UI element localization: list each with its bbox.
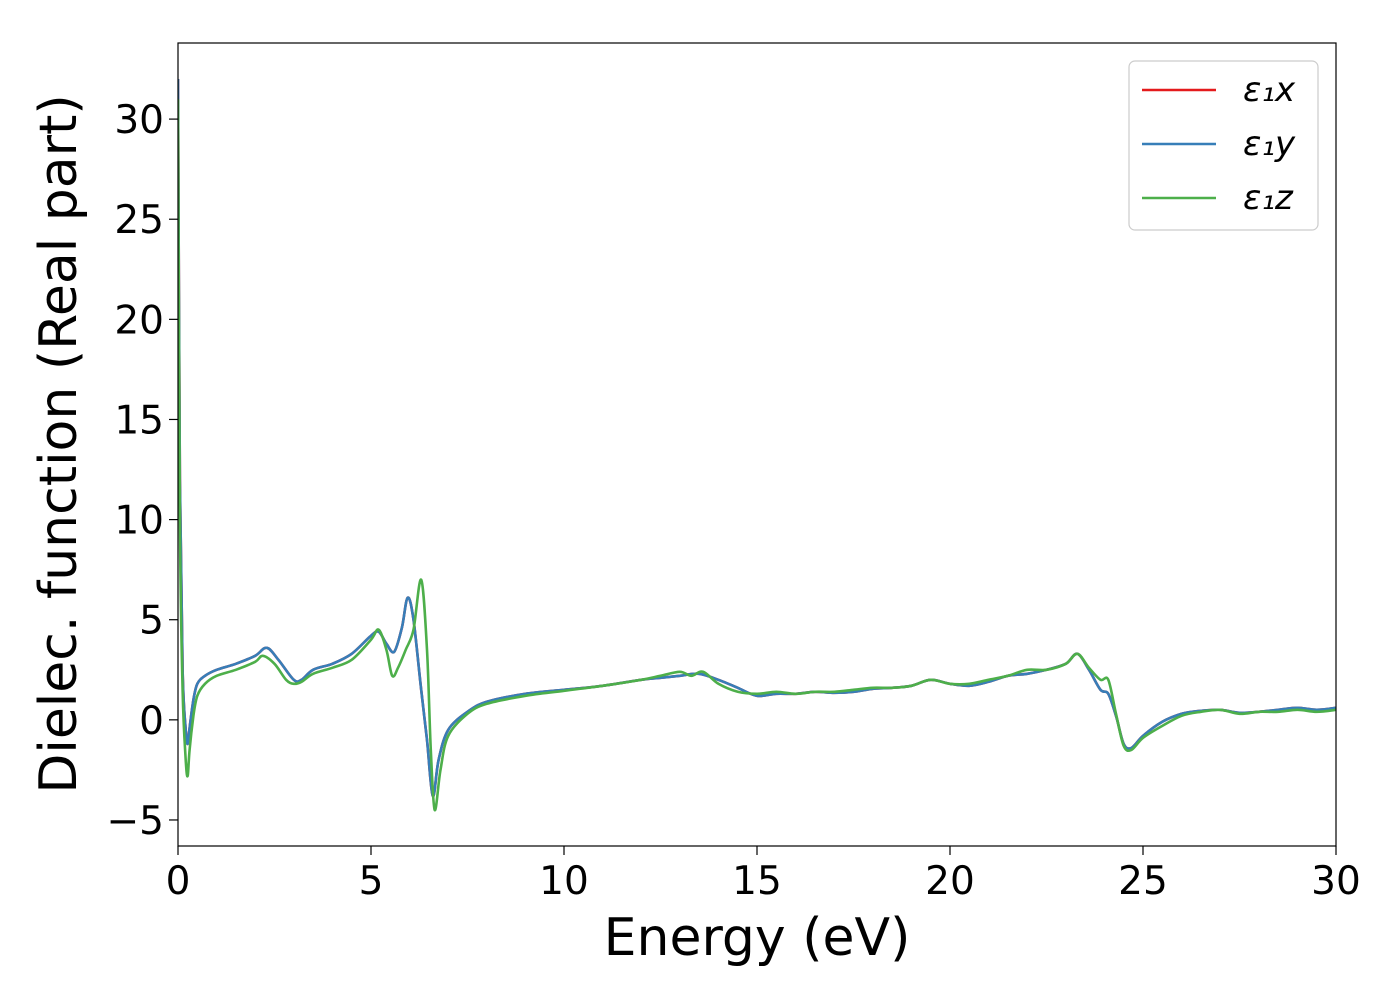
x-tick-label: 0 [166,859,191,904]
y-tick-label: −5 [107,799,165,844]
y-axis-label: Dielec. function (Real part) [29,94,89,793]
y-axis-ticks: −5 0 5 10 15 20 25 30 [107,98,178,844]
legend-box [1128,60,1319,231]
y-tick-label: 15 [114,398,164,443]
y-tick-label: 20 [114,298,164,343]
x-tick-label: 10 [539,859,589,904]
x-tick-label: 15 [732,859,782,904]
legend-label: ε₁y [1243,124,1296,164]
legend-label: ε₁z [1243,178,1294,218]
y-tick-label: 0 [139,699,164,744]
y-tick-label: 25 [114,198,164,243]
x-axis-label: Energy (eV) [604,908,911,968]
y-tick-label: 5 [139,599,164,644]
series-line-2 [178,99,1336,812]
series-layer [178,78,1336,812]
x-tick-label: 30 [1311,859,1361,904]
x-tick-label: 5 [359,859,384,904]
legend: ε₁x ε₁y ε₁z [1128,60,1319,231]
legend-label: ε₁x [1243,70,1296,110]
y-tick-label: 30 [114,98,164,143]
x-tick-label: 20 [925,859,975,904]
x-axis-ticks: 0 5 10 15 20 25 30 [166,846,1361,904]
x-tick-label: 25 [1118,859,1168,904]
y-tick-label: 10 [114,499,164,544]
